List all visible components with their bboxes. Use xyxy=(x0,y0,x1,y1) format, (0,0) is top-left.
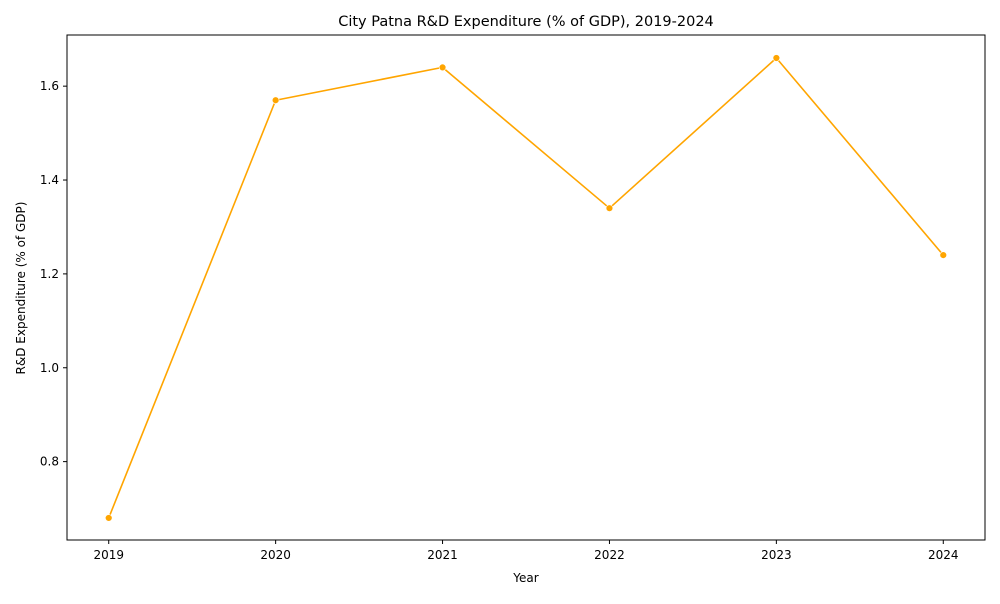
data-point xyxy=(438,63,447,72)
x-tick-label: 2019 xyxy=(93,548,124,562)
data-point xyxy=(939,251,947,259)
y-tick-label: 0.8 xyxy=(40,455,59,469)
data-point xyxy=(105,514,113,522)
y-tick-label: 1.2 xyxy=(40,267,59,281)
plot-area xyxy=(66,34,986,541)
x-axis: 2019 2020 2021 2022 2023 2024 xyxy=(93,540,959,562)
y-tick-label: 1.0 xyxy=(40,361,59,375)
y-axis: 0.8 1.0 1.2 1.4 1.6 xyxy=(40,79,67,469)
y-tick-label: 1.6 xyxy=(40,79,59,93)
x-tick-label: 2021 xyxy=(427,548,458,562)
x-axis-label: Year xyxy=(512,571,538,585)
x-tick-label: 2020 xyxy=(260,548,291,562)
y-tick-label: 1.4 xyxy=(40,173,59,187)
x-tick-label: 2022 xyxy=(594,548,625,562)
data-point xyxy=(605,204,614,212)
series-layer xyxy=(105,54,947,522)
series-line xyxy=(107,57,944,519)
data-point xyxy=(772,54,781,62)
x-tick-label: 2024 xyxy=(928,548,959,562)
data-point xyxy=(271,96,280,104)
y-axis-label: R&D Expenditure (% of GDP) xyxy=(14,202,28,375)
x-tick-label: 2023 xyxy=(761,548,792,562)
chart-title: City Patna R&D Expenditure (% of GDP), 2… xyxy=(338,14,714,30)
